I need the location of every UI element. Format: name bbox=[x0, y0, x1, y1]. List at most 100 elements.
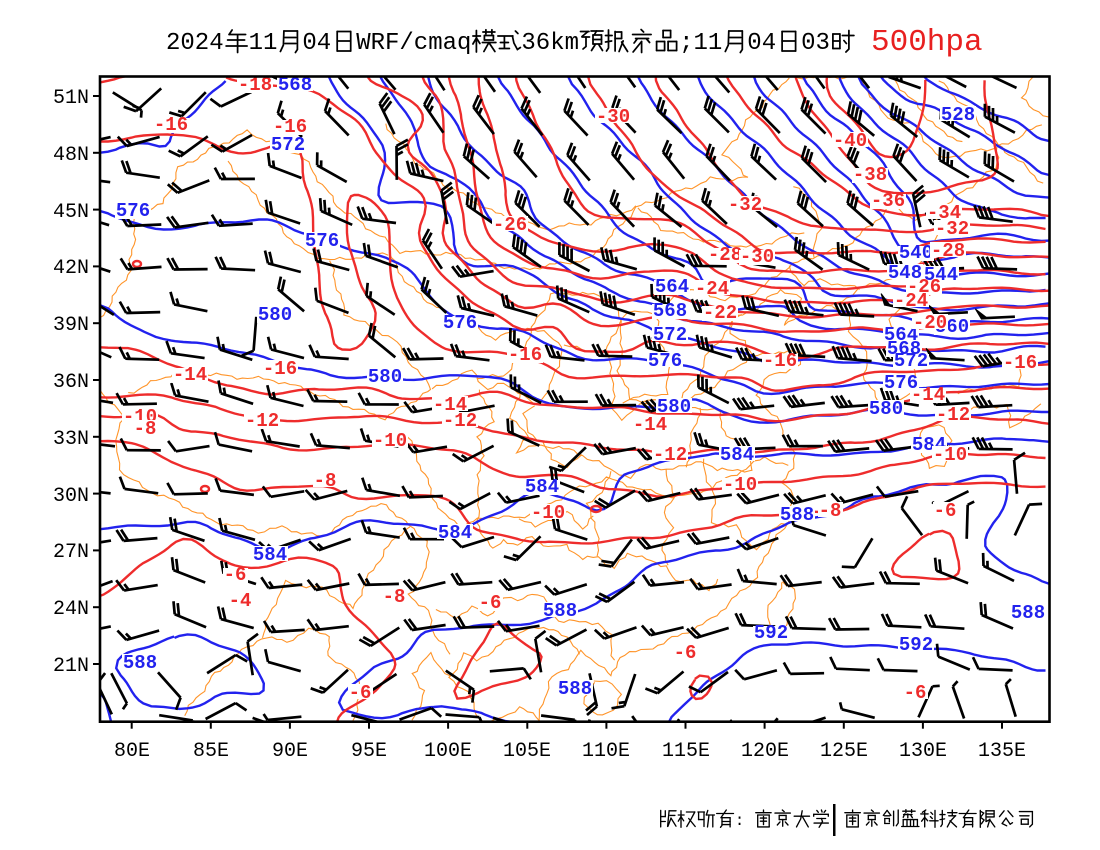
svg-text:-28: -28 bbox=[708, 244, 742, 266]
svg-text:588: 588 bbox=[780, 504, 814, 526]
svg-text:39N: 39N bbox=[53, 314, 89, 337]
svg-text:1: 1 bbox=[263, 30, 277, 57]
svg-text:0: 0 bbox=[747, 30, 761, 57]
svg-text:-38: -38 bbox=[853, 164, 887, 186]
svg-text:-12: -12 bbox=[653, 444, 687, 466]
svg-text:-24: -24 bbox=[695, 278, 729, 300]
svg-text:0: 0 bbox=[801, 30, 815, 57]
svg-text:-12: -12 bbox=[245, 410, 279, 432]
svg-text:-14: -14 bbox=[633, 414, 667, 436]
svg-text:-8: -8 bbox=[383, 586, 406, 608]
svg-text:584: 584 bbox=[438, 522, 472, 544]
svg-text:3: 3 bbox=[816, 30, 830, 57]
svg-text:576: 576 bbox=[443, 312, 477, 334]
svg-text:80E: 80E bbox=[114, 740, 150, 763]
svg-text:0: 0 bbox=[180, 30, 194, 57]
svg-text:110E: 110E bbox=[582, 740, 630, 763]
svg-text:592: 592 bbox=[899, 634, 933, 656]
svg-text:105E: 105E bbox=[503, 740, 551, 763]
svg-text:W: W bbox=[356, 30, 371, 57]
svg-text:584: 584 bbox=[525, 476, 559, 498]
svg-text:33N: 33N bbox=[53, 428, 89, 451]
svg-text:568: 568 bbox=[653, 300, 687, 322]
svg-text:-8: -8 bbox=[819, 500, 842, 522]
svg-text:2: 2 bbox=[166, 30, 180, 57]
svg-text:0: 0 bbox=[890, 25, 909, 60]
svg-text:-36: -36 bbox=[871, 190, 905, 212]
svg-text:48N: 48N bbox=[53, 144, 89, 167]
svg-text:-8: -8 bbox=[134, 418, 157, 440]
svg-text:4: 4 bbox=[317, 30, 331, 57]
svg-text:85E: 85E bbox=[193, 740, 229, 763]
svg-text:-30: -30 bbox=[596, 106, 630, 128]
svg-text:0: 0 bbox=[908, 25, 927, 60]
svg-text:-34: -34 bbox=[927, 202, 961, 224]
svg-text:564: 564 bbox=[884, 324, 918, 346]
svg-text:-20: -20 bbox=[913, 312, 947, 334]
svg-text:588: 588 bbox=[1011, 602, 1045, 624]
svg-text:30N: 30N bbox=[53, 485, 89, 508]
svg-text:51N: 51N bbox=[53, 87, 89, 110]
svg-text:2: 2 bbox=[195, 30, 209, 57]
svg-text:-10: -10 bbox=[531, 502, 565, 524]
svg-text:-24: -24 bbox=[894, 290, 928, 312]
svg-text:1: 1 bbox=[694, 30, 708, 57]
svg-text:F: F bbox=[385, 30, 399, 57]
svg-text:548: 548 bbox=[888, 262, 922, 284]
svg-text:5: 5 bbox=[871, 25, 890, 60]
svg-text:-16: -16 bbox=[273, 116, 307, 138]
svg-text:-10: -10 bbox=[933, 444, 967, 466]
svg-text:42N: 42N bbox=[53, 257, 89, 280]
svg-text:24N: 24N bbox=[53, 598, 89, 621]
svg-text:-6: -6 bbox=[349, 682, 372, 704]
svg-text:564: 564 bbox=[655, 276, 689, 298]
svg-text:-4: -4 bbox=[229, 590, 252, 612]
svg-text:540: 540 bbox=[899, 242, 933, 264]
svg-text::: : bbox=[735, 812, 745, 830]
svg-text:120E: 120E bbox=[741, 740, 789, 763]
svg-text:-10: -10 bbox=[373, 430, 407, 452]
svg-text:/: / bbox=[399, 30, 413, 57]
svg-text:588: 588 bbox=[543, 600, 577, 622]
svg-text:95E: 95E bbox=[351, 740, 387, 763]
svg-text:c: c bbox=[414, 30, 428, 57]
svg-text:-6: -6 bbox=[479, 592, 502, 614]
svg-text:-16: -16 bbox=[154, 114, 188, 136]
svg-text:3: 3 bbox=[521, 30, 535, 57]
svg-text:;: ; bbox=[679, 30, 693, 57]
svg-text:k: k bbox=[550, 30, 564, 57]
svg-text:584: 584 bbox=[720, 444, 754, 466]
svg-text:-12: -12 bbox=[443, 410, 477, 432]
svg-text:135E: 135E bbox=[978, 740, 1026, 763]
svg-text:p: p bbox=[945, 25, 964, 60]
svg-text:m: m bbox=[565, 30, 579, 57]
svg-text:-12: -12 bbox=[936, 404, 970, 426]
svg-text:-32: -32 bbox=[935, 218, 969, 240]
svg-text:4: 4 bbox=[762, 30, 776, 57]
svg-text:-32: -32 bbox=[728, 194, 762, 216]
svg-text:572: 572 bbox=[271, 134, 305, 156]
svg-text:592: 592 bbox=[754, 622, 788, 644]
svg-text:130E: 130E bbox=[899, 740, 947, 763]
svg-text:27N: 27N bbox=[53, 541, 89, 564]
svg-text:0: 0 bbox=[302, 30, 316, 57]
svg-text:-16: -16 bbox=[263, 358, 297, 380]
svg-text:a: a bbox=[964, 25, 983, 60]
svg-text:580: 580 bbox=[258, 304, 292, 326]
svg-text:-18: -18 bbox=[238, 74, 272, 96]
svg-text:-16: -16 bbox=[763, 350, 797, 372]
svg-text:584: 584 bbox=[253, 544, 287, 566]
svg-text:90E: 90E bbox=[272, 740, 308, 763]
svg-text:-6: -6 bbox=[674, 642, 697, 664]
svg-text:-40: -40 bbox=[833, 130, 867, 152]
svg-text:-14: -14 bbox=[433, 394, 467, 416]
svg-text:580: 580 bbox=[869, 398, 903, 420]
svg-text:580: 580 bbox=[657, 396, 691, 418]
svg-text:a: a bbox=[443, 30, 457, 57]
svg-text:-22: -22 bbox=[703, 302, 737, 324]
svg-text:4: 4 bbox=[209, 30, 223, 57]
svg-text:568: 568 bbox=[278, 74, 312, 96]
svg-text:115E: 115E bbox=[662, 740, 710, 763]
svg-text:-26: -26 bbox=[493, 214, 527, 236]
svg-text:576: 576 bbox=[116, 200, 150, 222]
